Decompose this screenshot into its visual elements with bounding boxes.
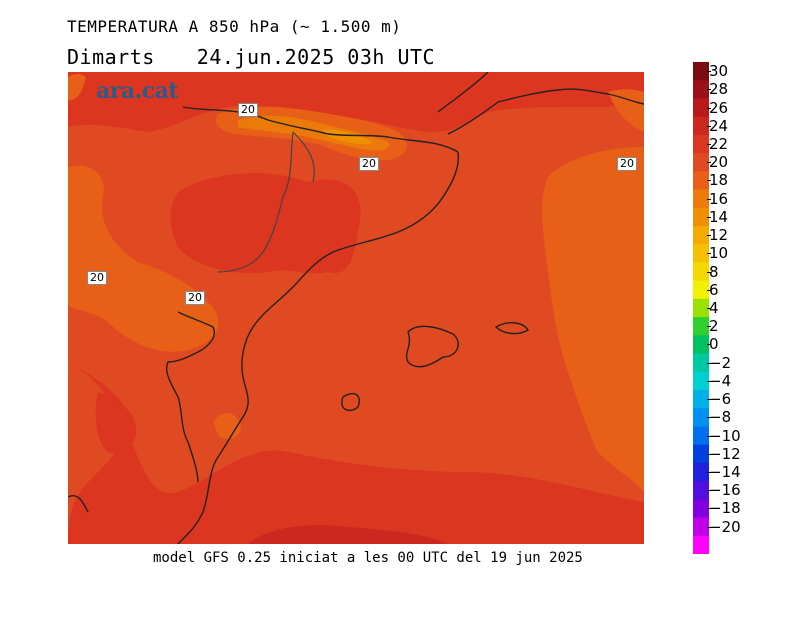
legend-tick-label: 28 [706,80,729,99]
legend-tick-label: −12 [707,444,741,463]
legend-swatch [693,317,709,336]
field-22-24-interior [170,173,361,274]
legend-tick-label: 18 [706,171,729,190]
legend-tick-label: 10 [706,244,729,263]
legend-tick-label: 24 [706,116,729,135]
legend-swatch [693,280,709,300]
field-18-20-west [68,165,219,352]
legend-swatch [693,426,709,446]
border-lines [217,131,315,273]
model-footer: model GFS 0.25 iniciat a les 00 UTC del … [153,550,583,566]
field-22-24-west [95,392,137,454]
legend-swatch [693,390,709,409]
legend-tick-label: 30 [706,62,729,81]
field-18-20-west2 [68,73,86,101]
legend-swatch [693,499,709,519]
datetime-label: 24.jun.2025 03h UTC [196,45,436,69]
day-label: Dimarts [67,45,155,69]
contour-label: 20 [87,271,107,285]
legend-swatch [693,262,709,282]
legend-swatch [693,226,709,245]
legend-tick-label: −10 [707,426,741,445]
map-subtitle: Dimarts 24.jun.2025 03h UTC [67,45,435,69]
legend-swatch [693,408,709,427]
legend-swatch [693,171,709,191]
legend-tick-label: 26 [706,98,729,117]
legend-swatch [693,134,709,154]
contour-label: 20 [359,157,379,171]
legend-tick-label: −8 [706,408,732,427]
legend-tick-label: −18 [707,499,741,518]
legend-tick-label: −16 [707,481,741,500]
legend-swatch [693,462,709,482]
region-outlines [166,311,529,483]
contour-label: 20 [185,291,205,305]
legend-swatch [693,116,709,136]
legend-swatch [693,535,709,554]
legend-swatch [693,335,709,355]
legend-swatch [693,189,709,209]
legend-swatch [693,371,709,391]
temperature-map [68,72,644,544]
legend-swatch [693,481,709,500]
field-18-20-ne [608,89,644,132]
map-title: TEMPERATURA A 850 hPa (~ 1.500 m) [67,17,402,36]
legend-tick-label: 2 [707,317,719,336]
legend-swatch [693,353,709,373]
legend-tick-label: 12 [706,226,729,245]
legend-swatch [693,298,709,318]
legend-swatch [693,80,709,99]
legend-tick-label: 20 [706,153,729,172]
legend-tick-label: −6 [706,390,732,409]
legend-tick-label: −4 [706,371,732,390]
legend-colorbar [693,62,709,554]
legend-tick-label: 22 [706,135,729,153]
coastline [68,72,644,544]
legend-swatch [693,153,709,172]
field-22-24-north [68,72,644,132]
contour-label: 20 [238,103,258,117]
legend-swatch [693,207,709,227]
legend-tick-label: 8 [707,262,719,281]
legend-tick-label: 4 [707,299,719,317]
legend-tick-label: 0 [707,335,719,354]
legend-swatch [693,444,709,464]
legend-swatch [693,517,709,537]
field-24-26-south [248,525,448,544]
legend-swatch [693,62,709,81]
legend-tick-label: −20 [707,517,741,536]
legend-swatch [693,98,709,118]
legend-tick-label: −2 [706,353,732,372]
field-18-20-east [542,147,644,492]
legend-tick-label: 16 [706,189,729,208]
ara-cat-logo: ara.cat [96,78,179,104]
legend-tick-label: 6 [707,280,719,299]
legend-tick-label: −14 [707,463,741,481]
field-22-24-south [68,362,644,544]
field-14-16-pyrenees [323,129,373,145]
legend-tick-label: 14 [706,207,729,226]
contour-label: 20 [617,157,637,171]
legend-swatch [693,244,709,263]
